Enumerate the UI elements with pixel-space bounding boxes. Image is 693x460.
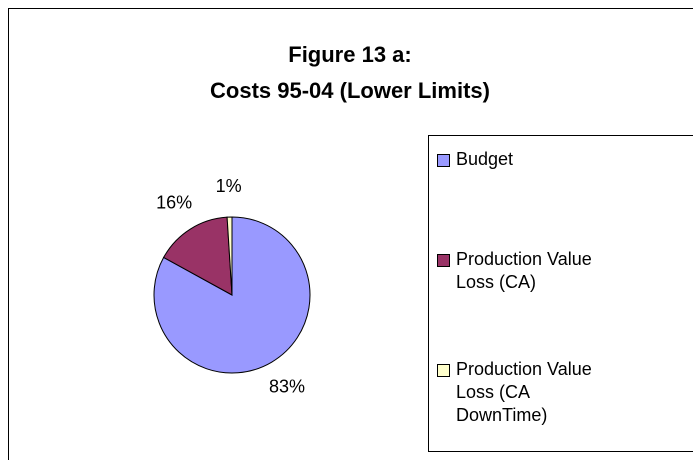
legend-label: Production Value Loss (CA) bbox=[456, 249, 592, 292]
chart-frame bbox=[8, 8, 693, 460]
legend-swatch bbox=[437, 364, 450, 377]
data-label: 16% bbox=[156, 193, 192, 213]
legend-swatch bbox=[437, 254, 450, 267]
chart-title: Costs 95-04 (Lower Limits) bbox=[210, 78, 490, 103]
data-label: 1% bbox=[216, 176, 242, 196]
legend-label: Production Value Loss (CA DownTime) bbox=[456, 359, 592, 425]
legend-entry: Budget bbox=[437, 148, 693, 171]
pie-slice bbox=[226, 216, 233, 296]
pie-slice bbox=[162, 216, 233, 296]
legend-swatch bbox=[437, 154, 450, 167]
legend: Budget Production Value Loss (CA) Producti… bbox=[428, 135, 693, 452]
legend-entry: Production Value Loss (CA DownTime) bbox=[437, 358, 693, 427]
legend-entry: Production Value Loss (CA) bbox=[437, 248, 693, 294]
data-label: 83% bbox=[269, 377, 305, 397]
chart-title: Figure 13 a: bbox=[288, 42, 411, 67]
legend-label: Budget bbox=[456, 149, 514, 169]
